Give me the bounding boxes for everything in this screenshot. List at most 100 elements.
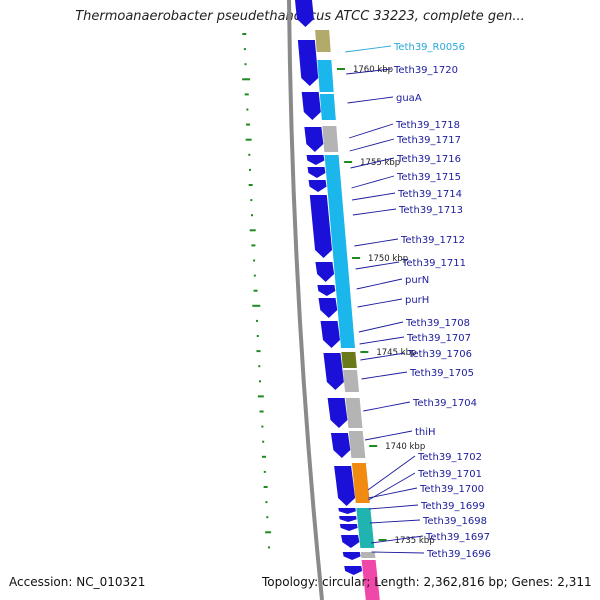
gene-label[interactable]: Teth39_1716 xyxy=(396,154,461,165)
gene-label[interactable]: guaA xyxy=(396,93,422,104)
label-leader xyxy=(368,487,418,499)
gene-label[interactable]: Teth39_1711 xyxy=(401,258,466,269)
cog-block xyxy=(317,60,334,92)
gene-label[interactable]: thiH xyxy=(415,427,436,438)
label-leader xyxy=(363,401,411,412)
label-leader xyxy=(359,336,405,345)
label-leader xyxy=(371,535,424,544)
gc-tick xyxy=(263,486,268,488)
accession-text: Accession: NC_010321 xyxy=(9,575,146,589)
gc-tick xyxy=(249,229,256,232)
label-leader xyxy=(358,321,404,333)
label-leader xyxy=(349,138,395,152)
gc-tick xyxy=(252,304,261,307)
gc-tick xyxy=(259,410,264,413)
cog-block xyxy=(341,352,357,368)
gene-label[interactable]: Teth39_1697 xyxy=(425,532,490,543)
gene-arrow xyxy=(301,92,321,120)
gene-arrow xyxy=(307,167,326,178)
gene-label[interactable]: purH xyxy=(405,295,429,306)
gene-arrow xyxy=(297,40,319,86)
gc-content-ticks xyxy=(242,33,272,549)
gene-label[interactable]: Teth39_1701 xyxy=(417,469,482,480)
gene-label[interactable]: Teth39_1717 xyxy=(396,135,461,146)
cog-block xyxy=(361,560,380,600)
cog-block xyxy=(356,508,375,548)
gene-arrow xyxy=(339,516,357,522)
gene-arrow xyxy=(334,466,356,506)
gene-label[interactable]: Teth39_1715 xyxy=(396,172,461,183)
gene-arrow xyxy=(306,155,325,165)
gc-tick xyxy=(248,153,251,156)
gene-arrow xyxy=(318,298,338,318)
gc-tick xyxy=(248,184,253,186)
gc-tick xyxy=(251,244,256,247)
cog-block xyxy=(360,552,376,558)
scale-label: 1745 kbp xyxy=(376,348,416,358)
gene-label[interactable]: Teth39_1700 xyxy=(419,484,484,495)
label-leader xyxy=(345,45,392,53)
gene-label[interactable]: Teth39_1712 xyxy=(400,235,465,246)
gc-tick xyxy=(265,531,272,534)
gene-arrow xyxy=(308,180,327,192)
label-leader xyxy=(360,352,406,361)
gene-label[interactable]: Teth39_1704 xyxy=(412,398,477,409)
gc-tick xyxy=(262,440,265,443)
scale-marks: 1760 kbp 1755 kbp 1750 kbp 1745 kbp 1740 kbp… xyxy=(336,65,435,546)
topology-text: Topology: circular; Length: 2,362,816 bp… xyxy=(262,575,592,589)
label-leader xyxy=(351,175,395,189)
cog-block xyxy=(343,370,360,392)
gc-tick xyxy=(246,123,251,126)
gc-tick xyxy=(261,455,266,458)
gene-arrow xyxy=(309,195,333,258)
label-leader xyxy=(357,298,403,308)
gc-tick xyxy=(259,380,262,383)
gene-label[interactable]: Teth39_1702 xyxy=(417,452,482,463)
gene-arrow xyxy=(320,321,340,348)
gene-labels[interactable]: Teth39_R0056 Teth39_1720 guaA Teth39_1718 Te… xyxy=(393,42,491,560)
gc-tick xyxy=(248,168,251,171)
label-leader xyxy=(367,455,416,491)
gene-label[interactable]: Teth39_1720 xyxy=(393,65,458,76)
gene-arrow xyxy=(323,353,344,390)
gene-label[interactable]: Teth39_1707 xyxy=(406,333,471,344)
gc-tick xyxy=(250,199,253,202)
gene-label[interactable]: Teth39_1708 xyxy=(405,318,470,329)
label-leaders xyxy=(345,45,425,554)
gene-label[interactable]: Teth39_1696 xyxy=(426,549,491,560)
genome-backbone xyxy=(287,0,324,600)
gene-label[interactable]: Teth39_1699 xyxy=(420,501,485,512)
label-leader xyxy=(369,519,421,524)
label-leader xyxy=(368,472,416,501)
gene-label[interactable]: Teth39_1713 xyxy=(398,205,463,216)
gc-tick xyxy=(242,78,251,81)
gene-arrow xyxy=(339,524,358,531)
label-leader xyxy=(371,551,425,554)
cog-block xyxy=(322,126,339,152)
gene-label[interactable]: Teth39_1698 xyxy=(422,516,487,527)
label-leader xyxy=(349,123,394,139)
scale-label: 1760 kbp xyxy=(353,65,393,75)
gene-arrow xyxy=(338,508,356,514)
gene-arrow xyxy=(304,127,324,152)
label-leader xyxy=(352,208,397,216)
gc-tick xyxy=(253,289,258,292)
label-leader xyxy=(361,371,408,380)
gc-tick xyxy=(256,335,259,337)
gene-arrow xyxy=(341,535,360,548)
gene-arrow xyxy=(344,566,363,575)
gene-arrow xyxy=(317,285,336,296)
label-leader xyxy=(356,278,403,290)
gene-label[interactable]: Teth39_1714 xyxy=(397,189,462,200)
gene-label[interactable]: Teth39_1718 xyxy=(395,120,460,131)
gene-label[interactable]: Teth39_1706 xyxy=(407,349,472,360)
label-leader xyxy=(350,157,395,169)
gene-label[interactable]: Teth39_R0056 xyxy=(393,42,465,53)
gene-label[interactable]: Teth39_1705 xyxy=(409,368,474,379)
label-leader xyxy=(347,96,394,104)
gc-tick xyxy=(266,516,269,519)
label-leader xyxy=(354,238,399,247)
label-leader xyxy=(369,504,419,510)
gene-label[interactable]: purN xyxy=(405,275,429,286)
